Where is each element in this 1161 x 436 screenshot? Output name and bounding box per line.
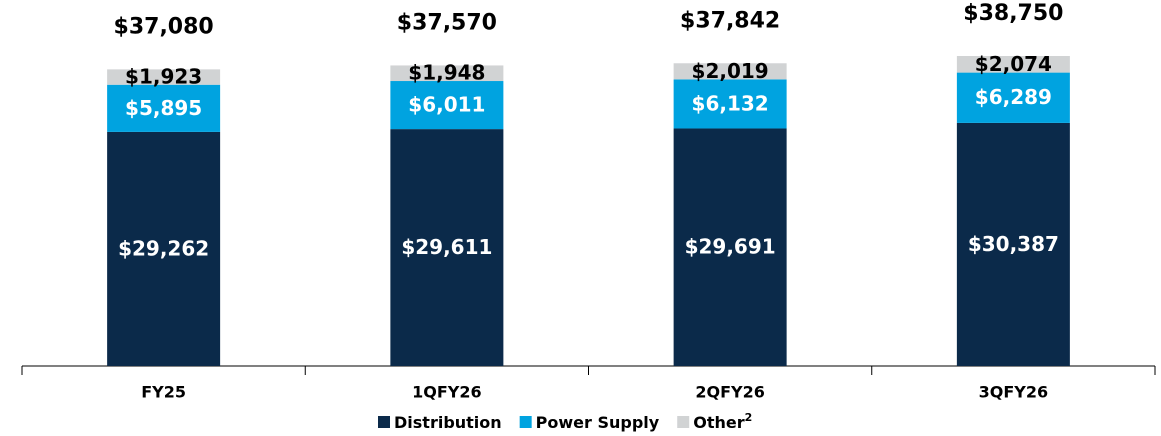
data-label: $1,948: [408, 61, 485, 85]
data-label: $2,019: [692, 59, 769, 83]
data-label: $1,923: [125, 65, 202, 89]
bar-segment: [673, 63, 787, 80]
legend-swatch: [378, 416, 390, 428]
bar-segment: [107, 131, 221, 366]
x-tick-label: 1QFY26: [412, 383, 482, 402]
data-label: $29,262: [118, 236, 209, 260]
bar-segment: [956, 72, 1070, 123]
x-tick-label: 3QFY26: [979, 383, 1049, 402]
data-label: $6,289: [975, 85, 1052, 109]
total-label: $37,570: [397, 10, 497, 35]
legend-name: Power Supply: [536, 413, 660, 432]
legend-name: Other: [693, 413, 744, 432]
total-label: $37,842: [680, 8, 780, 33]
data-label: $6,132: [692, 91, 769, 115]
legend-name: Distribution: [394, 413, 502, 432]
x-tick-label: 2QFY26: [695, 383, 765, 402]
total-label: $38,750: [963, 1, 1063, 26]
x-tick-label: FY25: [141, 383, 186, 402]
legend-label: Distribution: [394, 413, 502, 432]
bar-segment: [673, 79, 787, 129]
data-label: $6,011: [408, 93, 485, 117]
bar-segment: [390, 81, 504, 130]
bar-segment: [390, 129, 504, 366]
data-label: $29,691: [685, 235, 776, 259]
legend-label: Power Supply: [536, 413, 660, 432]
legend-label: Other2: [693, 411, 752, 432]
data-label: $5,895: [125, 96, 202, 120]
bar-segment: [107, 69, 221, 85]
bar-segment: [673, 128, 787, 366]
data-label: $29,611: [401, 235, 492, 259]
bar-segment: [390, 65, 504, 82]
data-label: $30,387: [968, 232, 1059, 256]
total-label: $37,080: [114, 14, 214, 39]
bar-segment: [956, 56, 1070, 73]
bar-segment: [956, 122, 1070, 367]
bar-segment: [107, 84, 221, 132]
legend-swatch: [519, 416, 532, 428]
legend-swatch: [677, 416, 690, 428]
legend-sup: 2: [745, 411, 753, 424]
legend: Distribution Power Supply Other2: [378, 411, 752, 432]
data-label: $2,074: [975, 52, 1052, 76]
